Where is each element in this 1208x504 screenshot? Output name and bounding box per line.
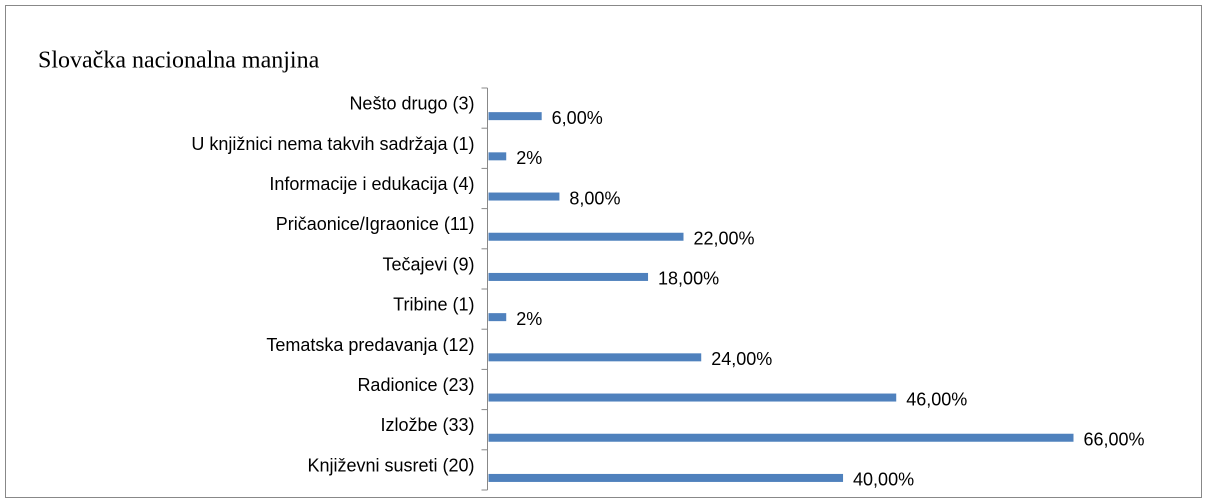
value-label: 40,00% [853, 470, 914, 490]
y-tick-label: Informacije i edukacija (4) [269, 174, 474, 194]
y-tick-label: Izložbe (33) [380, 415, 474, 435]
bar [488, 192, 560, 201]
chart-frame [5, 5, 1202, 498]
y-tick-label: Književni susreti (20) [307, 455, 474, 475]
value-label: 46,00% [906, 389, 967, 409]
y-tick-label: Tečajevi (9) [382, 254, 474, 274]
value-label: 18,00% [658, 269, 719, 289]
y-tick-label: U knjižnici nema takvih sadržaja (1) [191, 134, 474, 154]
value-label: 24,00% [711, 349, 772, 369]
y-tick-label: Tematska predavanja (12) [266, 335, 474, 355]
value-label: 2% [516, 148, 542, 168]
bar [488, 433, 1074, 442]
y-tick-label: Nešto drugo (3) [349, 94, 474, 114]
bar [488, 313, 507, 322]
y-tick-label: Pričaonice/Igraonice (11) [276, 214, 475, 234]
y-tick-label: Radionice (23) [357, 375, 474, 395]
bar [488, 353, 702, 362]
value-label: 66,00% [1084, 429, 1145, 449]
value-label: 22,00% [694, 228, 755, 248]
value-label: 6,00% [552, 108, 603, 128]
value-label: 8,00% [569, 188, 620, 208]
bar [488, 393, 897, 402]
y-tick-label: Tribine (1) [393, 295, 474, 315]
bar [488, 112, 542, 121]
bar [488, 272, 649, 281]
value-label: 2% [516, 309, 542, 329]
chart-title: Slovačka nacionalna manjina [38, 48, 320, 74]
bar [488, 232, 684, 241]
bar [488, 152, 507, 161]
bar [488, 473, 844, 482]
